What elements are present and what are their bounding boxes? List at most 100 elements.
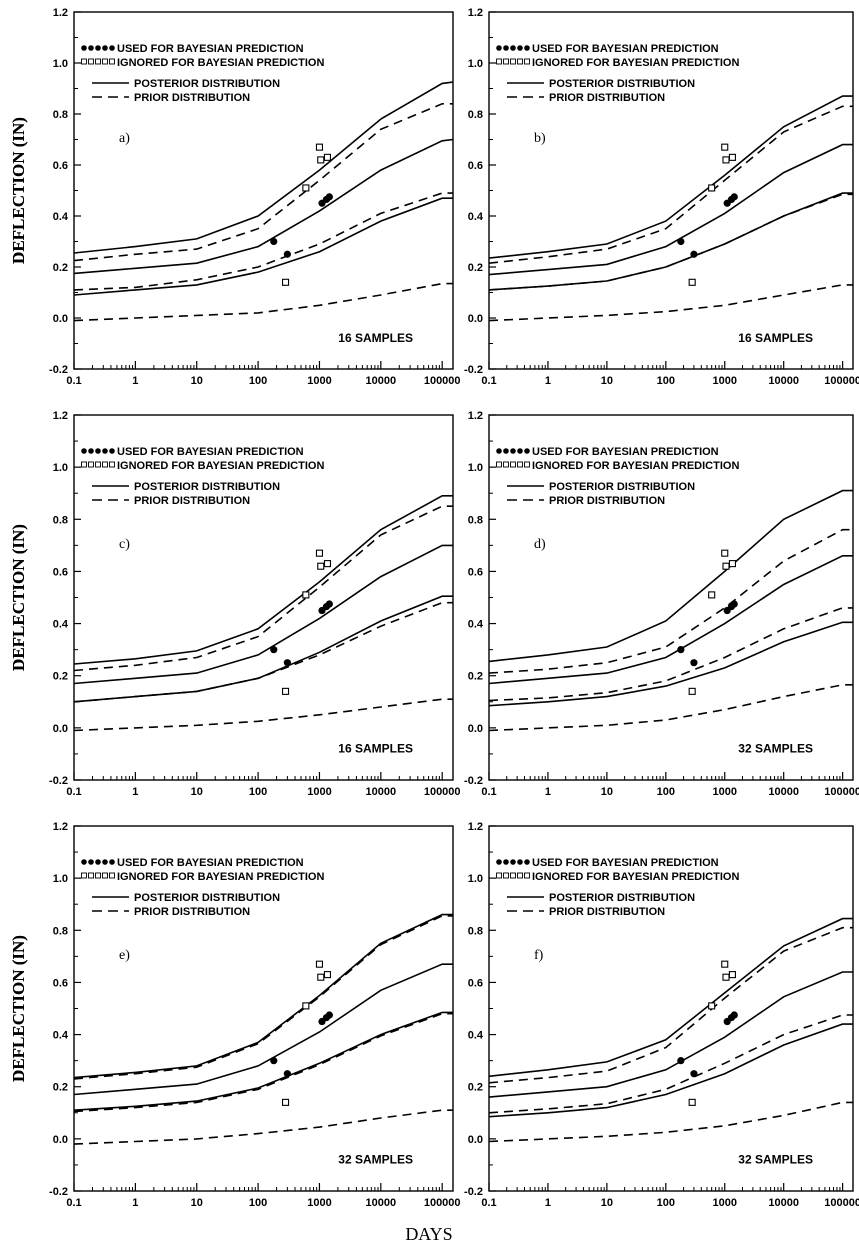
x-tick-label: 0.1	[66, 1197, 81, 1209]
y-tick-label: 1.0	[53, 462, 68, 474]
y-axis-label: DEFLECTION (IN)	[9, 524, 28, 671]
y-tick-label: 1.2	[53, 410, 68, 422]
posterior-curve	[73, 495, 453, 665]
ignored-data-point	[281, 278, 290, 286]
posterior-curve	[73, 81, 454, 254]
prior-curve	[488, 284, 853, 322]
legend-ignored-marker	[88, 58, 94, 65]
x-tick-label: 10000	[366, 1197, 397, 1209]
posterior-curve	[488, 143, 853, 276]
ignored-data-point	[315, 549, 324, 557]
x-tick-label: 10000	[768, 1197, 799, 1209]
x-tick-label: 100	[249, 786, 267, 798]
y-tick-label: 0.4	[468, 619, 484, 631]
legend-ignored-label: IGNORED FOR BAYESIAN PREDICTION	[117, 460, 324, 472]
x-tick-label: 100	[657, 375, 675, 387]
legend-prior-label: PRIOR DISTRIBUTION	[134, 495, 250, 507]
ignored-data-point	[302, 1002, 310, 1010]
ignored-data-point	[722, 973, 730, 981]
legend-ignored-marker	[503, 58, 509, 65]
ignored-data-point	[721, 960, 729, 968]
x-tick-label: 1	[132, 1197, 138, 1209]
x-tick-label: 0.1	[481, 1197, 496, 1209]
x-tick-label: 1	[545, 375, 551, 387]
legend-used-marker	[510, 859, 516, 865]
prior-curve	[488, 926, 853, 1084]
y-tick-label: 1.0	[468, 873, 483, 885]
ignored-data-point	[315, 143, 324, 151]
legend-used-label: USED FOR BAYESIAN PREDICTION	[117, 43, 304, 55]
ignored-data-point	[317, 156, 325, 164]
samples-label: 16 SAMPLES	[738, 331, 813, 345]
legend-posterior-label: POSTERIOR DISTRIBUTION	[134, 481, 280, 493]
x-tick-label: 10	[191, 375, 203, 387]
legend-ignored-marker	[109, 872, 115, 879]
posterior-curve	[73, 544, 453, 685]
legend-used-marker	[510, 45, 516, 51]
y-tick-label: 1.0	[468, 58, 483, 70]
used-data-point	[283, 659, 291, 667]
x-tick-label: 100000	[424, 786, 461, 798]
prior-curve	[73, 698, 453, 732]
x-tick-label: 100000	[824, 375, 859, 387]
x-tick-label: 0.1	[481, 375, 496, 387]
prior-curve	[488, 684, 853, 732]
used-data-point	[283, 1070, 291, 1078]
legend-ignored-marker	[102, 461, 108, 468]
legend-used-marker	[81, 448, 87, 454]
legend-prior-label: PRIOR DISTRIBUTION	[549, 906, 665, 918]
samples-label: 32 SAMPLES	[738, 742, 813, 756]
y-tick-label: 0.4	[468, 211, 484, 223]
x-tick-label: 1000	[307, 786, 331, 798]
legend-used-label: USED FOR BAYESIAN PREDICTION	[117, 446, 304, 458]
posterior-curve	[488, 489, 853, 663]
prior-curve	[73, 505, 453, 672]
posterior-curve	[73, 913, 453, 1079]
ignored-data-point	[728, 971, 736, 979]
samples-label: 32 SAMPLES	[738, 1153, 813, 1167]
x-tick-label: 100000	[424, 375, 461, 387]
posterior-curve	[488, 1023, 853, 1118]
legend-used-marker	[524, 45, 530, 51]
x-tick-label: 10	[191, 1197, 203, 1209]
legend-ignored-marker	[503, 872, 509, 879]
prior-curve	[73, 192, 453, 291]
used-data-point	[690, 1070, 698, 1078]
y-tick-label: 0.8	[53, 925, 68, 937]
posterior-curve	[488, 917, 853, 1078]
y-tick-label: -0.2	[464, 1186, 483, 1198]
legend-ignored-marker	[496, 872, 502, 879]
legend-used-marker	[517, 45, 523, 51]
legend-ignored-marker	[510, 58, 516, 65]
y-tick-label: 0.0	[468, 1134, 483, 1146]
legend-ignored-marker	[510, 461, 516, 468]
used-data-point	[270, 646, 278, 654]
prior-curve	[488, 528, 853, 674]
legend-used-marker	[496, 859, 502, 865]
ignored-data-point	[708, 1002, 716, 1010]
y-tick-label: 0.4	[468, 1030, 484, 1042]
legend-ignored-label: IGNORED FOR BAYESIAN PREDICTION	[532, 57, 739, 69]
y-tick-label: 0.8	[53, 109, 68, 121]
posterior-curve	[73, 197, 453, 296]
legend-ignored-marker	[496, 461, 502, 468]
legend-prior-label: PRIOR DISTRIBUTION	[549, 495, 665, 507]
x-tick-label: 1000	[713, 1197, 737, 1209]
y-tick-label: 0.6	[468, 977, 483, 989]
y-tick-label: 0.8	[53, 514, 68, 526]
legend-used-label: USED FOR BAYESIAN PREDICTION	[532, 857, 719, 869]
legend-ignored-marker	[109, 461, 115, 468]
x-tick-label: 100	[657, 1197, 675, 1209]
legend-posterior-label: POSTERIOR DISTRIBUTION	[549, 78, 695, 90]
y-tick-label: -0.2	[49, 775, 68, 787]
legend-posterior-label: POSTERIOR DISTRIBUTION	[134, 892, 280, 904]
ignored-data-point	[688, 687, 696, 695]
x-tick-label: 0.1	[66, 375, 81, 387]
legend-used-marker	[109, 45, 115, 51]
used-data-point	[283, 250, 291, 258]
legend-ignored-marker	[517, 872, 523, 879]
posterior-curve	[73, 963, 453, 1096]
legend-ignored-marker	[81, 58, 87, 65]
y-tick-label: 0.0	[53, 313, 68, 325]
